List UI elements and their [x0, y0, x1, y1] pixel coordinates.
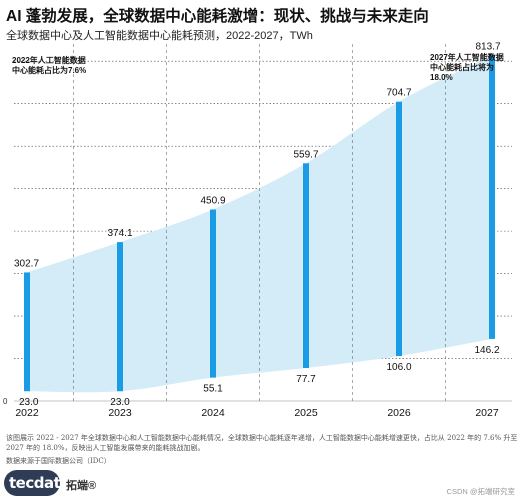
label-low-2027: 146.2: [474, 345, 499, 356]
bars: [24, 55, 495, 392]
value-labels: 302.7 23.0 374.1 23.0 450.9 55.1 559.7 77.7 704.…: [14, 41, 501, 408]
label-high-2027: 813.7: [475, 41, 500, 52]
x-tick-2026: 2026: [387, 407, 411, 419]
label-low-2024: 55.1: [203, 384, 223, 395]
label-low-2025: 77.7: [296, 374, 316, 385]
range-band: [27, 55, 492, 393]
chart-subtitle: 全球数据中心及人工智能数据中心能耗预测，2022-2027，TWh: [6, 30, 313, 42]
note-2027-share: 2027年人工智能数据中心能耗占比将为18.0%: [430, 53, 504, 82]
bar-2027: [489, 55, 495, 339]
bar-2024: [210, 209, 216, 378]
y-tick-label: 0: [3, 397, 8, 406]
label-high-2025: 559.7: [293, 149, 318, 160]
label-high-2026: 704.7: [386, 88, 411, 99]
label-high-2024: 450.9: [200, 196, 225, 207]
x-tick-2025: 2025: [294, 407, 318, 419]
x-tick-2024: 2024: [201, 407, 225, 419]
label-low-2023: 23.0: [110, 397, 130, 408]
bar-2023: [117, 242, 123, 392]
bar-2026: [396, 101, 402, 356]
logo-text: tecdat: [9, 474, 61, 492]
x-tick-2027: 2027: [475, 407, 499, 419]
logo-badge: [4, 470, 60, 496]
x-tick-2023: 2023: [108, 407, 132, 419]
label-high-2022: 302.7: [14, 258, 39, 269]
label-high-2023: 374.1: [107, 228, 132, 239]
label-low-2026: 106.0: [386, 362, 411, 373]
bar-2022: [24, 272, 30, 392]
page-title: AI 蓬勃发展，全球数据中心能耗激增：现状、挑战与未来走向: [6, 8, 429, 25]
logo-cn: 拓端®: [66, 480, 97, 492]
label-low-2022: 23.0: [19, 397, 39, 408]
chart-footnote: 该图展示 2022 - 2027 年全球数据中心和人工智能数据中心能耗情况，全球…: [6, 434, 518, 452]
watermark: CSDN @拓端研究室: [446, 487, 515, 496]
data-source: 数据来源于国际数据公司（IDC）: [6, 457, 111, 465]
x-tick-2022: 2022: [15, 407, 39, 419]
range-band-area: [27, 55, 492, 393]
note-2022-share: 2022年人工智能数据中心能耗占比为7.6%: [12, 56, 87, 75]
energy-chart: 302.7 23.0 374.1 23.0 450.9 55.1 559.7 77.7 704.…: [3, 41, 512, 419]
x-axis: 0 2022 2023 2024 2025 2026 2027: [3, 397, 499, 419]
bar-2025: [303, 163, 309, 369]
brand-logo: tecdat 拓端®: [4, 470, 124, 498]
